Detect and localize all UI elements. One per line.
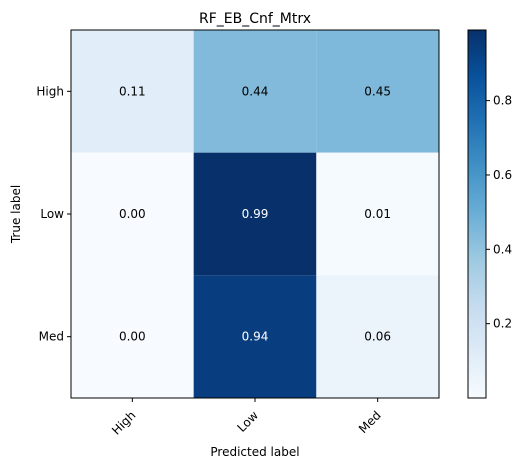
heatmap-cell	[193, 30, 317, 153]
y-axis-label: True label	[9, 185, 23, 244]
x-tick-label: High	[109, 408, 138, 437]
cell-value-labels: 0.11 0.44 0.45 0.00 0.99 0.01 0.00 0.94 0.06	[119, 84, 391, 343]
colorbar-tick-label: 0.4	[493, 242, 512, 256]
heatmap-cell	[193, 152, 317, 276]
cell-value-label: 0.11	[119, 84, 146, 98]
heatmap-cell	[193, 275, 317, 398]
colorbar-ticks: 0.2 0.4 0.6 0.8	[486, 94, 512, 331]
cell-value-label: 0.06	[364, 330, 391, 344]
x-axis-label: Predicted label	[210, 445, 299, 459]
heatmap-cell	[316, 30, 439, 153]
cell-value-label: 0.99	[242, 207, 269, 221]
cell-value-label: 0.00	[119, 330, 146, 344]
colorbar	[467, 29, 487, 399]
y-axis-ticks: High Low Med	[36, 84, 71, 344]
cell-value-label: 0.44	[242, 84, 269, 98]
x-tick-label: Med	[356, 408, 384, 436]
heatmap-cell	[316, 152, 439, 276]
colorbar-tick-label: 0.6	[493, 168, 512, 182]
colorbar-tick-label: 0.8	[493, 94, 512, 108]
colorbar-tick-label: 0.2	[493, 317, 512, 331]
heatmap-cell	[71, 275, 194, 398]
y-tick-label: Low	[40, 207, 64, 221]
cell-value-label: 0.01	[364, 207, 391, 221]
cell-value-label: 0.00	[119, 207, 146, 221]
y-tick-label: Med	[39, 330, 64, 344]
x-axis-ticks: High Low Med	[109, 398, 384, 438]
heatmap-cell	[71, 152, 194, 276]
x-tick-label: Low	[235, 408, 262, 435]
chart-title: RF_EB_Cnf_Mtrx	[199, 11, 311, 27]
heatmap-cell	[71, 30, 194, 153]
heatmap-cells	[71, 30, 439, 398]
heatmap-cell	[316, 275, 439, 398]
cell-value-label: 0.94	[242, 330, 269, 344]
cell-value-label: 0.45	[364, 84, 391, 98]
y-tick-label: High	[36, 84, 64, 98]
